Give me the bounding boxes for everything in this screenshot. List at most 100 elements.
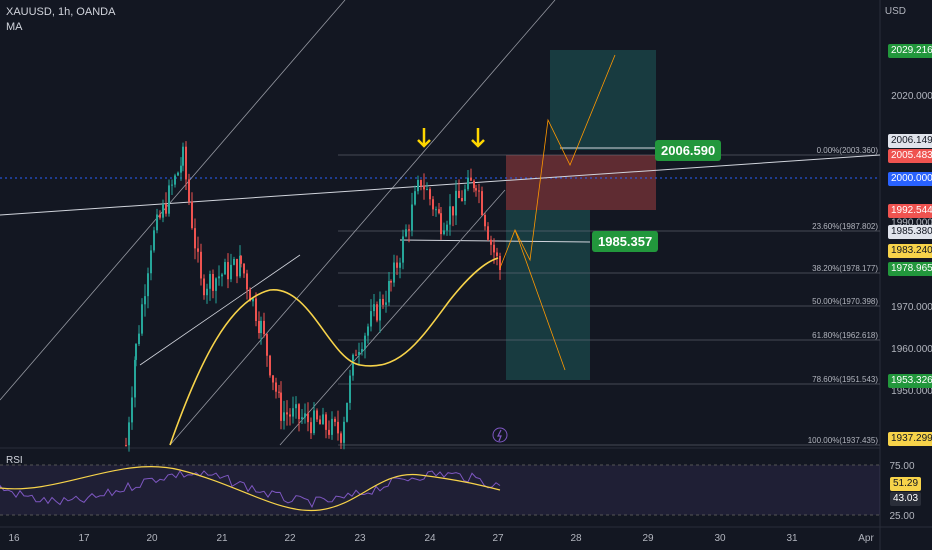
candle-body bbox=[490, 239, 492, 245]
rsi-line bbox=[0, 470, 501, 509]
fib-label: 0.00%(2003.360) bbox=[817, 146, 879, 155]
candle-body bbox=[464, 189, 466, 201]
candle-body bbox=[370, 311, 372, 327]
y-tick-label: 1950.000 bbox=[891, 386, 932, 397]
candle-body bbox=[209, 273, 211, 289]
candle-body bbox=[475, 188, 477, 191]
x-tick-label: Apr bbox=[858, 533, 874, 544]
candle-body bbox=[135, 344, 137, 360]
candle-body bbox=[405, 229, 407, 237]
price-tag: 1953.326 bbox=[888, 374, 932, 388]
x-tick-label: 22 bbox=[284, 533, 296, 544]
candle-body bbox=[440, 213, 442, 235]
candle-body bbox=[212, 273, 214, 291]
candle-body bbox=[180, 165, 182, 173]
candle-body bbox=[307, 413, 309, 423]
candle-body bbox=[414, 191, 416, 205]
candle-body bbox=[379, 298, 381, 321]
candle-body bbox=[125, 445, 127, 446]
candle-body bbox=[473, 180, 475, 189]
currency-label: USD bbox=[884, 6, 906, 17]
x-tick-label: 17 bbox=[78, 533, 90, 544]
price-tag: 1983.240 bbox=[888, 244, 932, 258]
candle-body bbox=[373, 304, 375, 312]
candle-body bbox=[138, 333, 140, 345]
candle-body bbox=[337, 421, 339, 434]
marker-arrow-icon bbox=[471, 128, 485, 148]
candle-body bbox=[283, 412, 285, 421]
candle-body bbox=[206, 288, 208, 296]
lightning-icon-bolt bbox=[497, 429, 502, 442]
candle-body bbox=[420, 180, 422, 186]
y-tick-label: 1960.000 bbox=[891, 344, 932, 355]
candle-body bbox=[215, 278, 217, 291]
entry-annotation: 1985.357 bbox=[592, 231, 659, 252]
x-tick-label: 31 bbox=[786, 533, 798, 544]
candle-body bbox=[478, 190, 480, 192]
rsi-band bbox=[0, 465, 880, 515]
candle-body bbox=[156, 214, 158, 231]
fib-label: 100.00%(1937.435) bbox=[808, 436, 879, 445]
candle-body bbox=[411, 204, 413, 231]
candle-body bbox=[408, 229, 410, 231]
candle-body bbox=[487, 226, 489, 240]
target-zone-lower bbox=[506, 210, 590, 380]
bullish-projection bbox=[499, 54, 616, 269]
candle-body bbox=[423, 185, 425, 190]
target-annotation: 2006.590 bbox=[655, 140, 722, 161]
candle-body bbox=[443, 230, 445, 235]
price-tag: 1978.965 bbox=[888, 262, 932, 276]
candle-body bbox=[355, 354, 357, 356]
candle-body bbox=[227, 262, 229, 280]
candle-body bbox=[252, 298, 254, 302]
candle-body bbox=[200, 251, 202, 279]
channel-upper bbox=[0, 0, 346, 401]
candle-body bbox=[484, 214, 486, 227]
candle-body bbox=[322, 414, 324, 425]
candle-body bbox=[352, 354, 354, 376]
marker-arrow-icon bbox=[417, 128, 431, 148]
candle-body bbox=[340, 433, 342, 443]
candle-body bbox=[258, 320, 260, 334]
candle-body bbox=[131, 397, 133, 423]
price-tag: 2000.000 bbox=[888, 172, 932, 186]
price-tag: 2006.149 bbox=[888, 134, 932, 148]
x-tick-label: 23 bbox=[354, 533, 366, 544]
candle-body bbox=[426, 189, 428, 191]
long-trendline bbox=[0, 154, 881, 216]
candle-body bbox=[194, 228, 196, 249]
candle-body bbox=[218, 276, 220, 279]
candle-body bbox=[165, 204, 167, 214]
candle-body bbox=[236, 258, 238, 277]
candle-body bbox=[493, 244, 495, 253]
x-tick-label: 30 bbox=[714, 533, 726, 544]
candle-body bbox=[286, 412, 288, 415]
candle-body bbox=[295, 404, 297, 409]
candle-body bbox=[461, 198, 463, 201]
candle-body bbox=[455, 190, 457, 216]
candle-body bbox=[182, 146, 184, 166]
price-tag: 2005.483 bbox=[888, 149, 932, 163]
candle-body bbox=[393, 262, 395, 283]
candle-body bbox=[243, 263, 245, 274]
candle-body bbox=[452, 206, 454, 216]
candle-body bbox=[328, 429, 330, 435]
y-tick-label: 1970.000 bbox=[891, 302, 932, 313]
rsi-value-tag: 43.03 bbox=[890, 492, 922, 506]
candle-body bbox=[275, 382, 277, 392]
candle-body bbox=[402, 236, 404, 263]
candle-body bbox=[224, 262, 226, 275]
y-tick-label: 1990.000 bbox=[891, 217, 932, 228]
candle-body bbox=[230, 264, 232, 280]
trendline-small bbox=[139, 254, 301, 366]
candle-body bbox=[144, 296, 146, 305]
candle-body bbox=[272, 375, 274, 383]
candle-body bbox=[150, 250, 152, 274]
candle-body bbox=[343, 421, 345, 443]
candle-body bbox=[278, 391, 280, 393]
x-tick-label: 27 bbox=[492, 533, 504, 544]
candle-body bbox=[382, 298, 384, 305]
candle-body bbox=[399, 262, 401, 268]
candle-body bbox=[263, 320, 265, 335]
